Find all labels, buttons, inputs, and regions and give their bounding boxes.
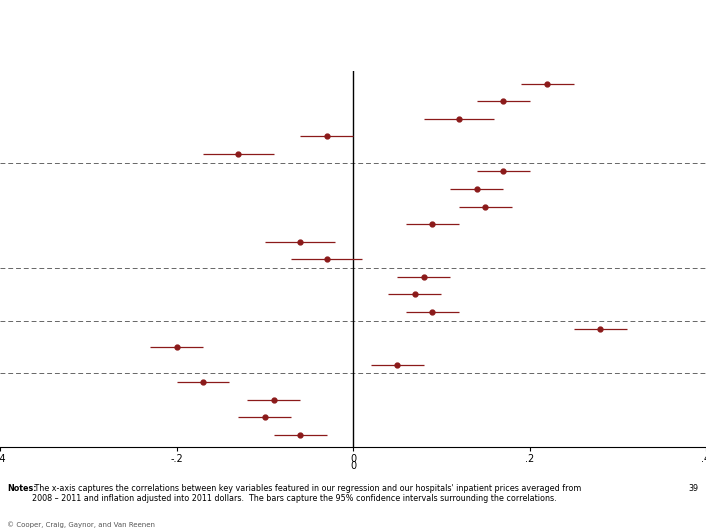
Text: Notes:: Notes: [7, 484, 37, 493]
Text: 39: 39 [689, 484, 699, 493]
Text: © Cooper, Craig, Gaynor, and Van Reenen: © Cooper, Craig, Gaynor, and Van Reenen [7, 521, 155, 528]
Text: Characteristics: Characteristics [8, 44, 145, 59]
Text: The x-axis captures the correlations between key variables featured in our regre: The x-axis captures the correlations bet… [32, 484, 581, 504]
Text: Bivariate Correlations: Price and Local and Hospital: Bivariate Correlations: Price and Local … [8, 13, 477, 28]
Text: 0: 0 [350, 461, 356, 471]
